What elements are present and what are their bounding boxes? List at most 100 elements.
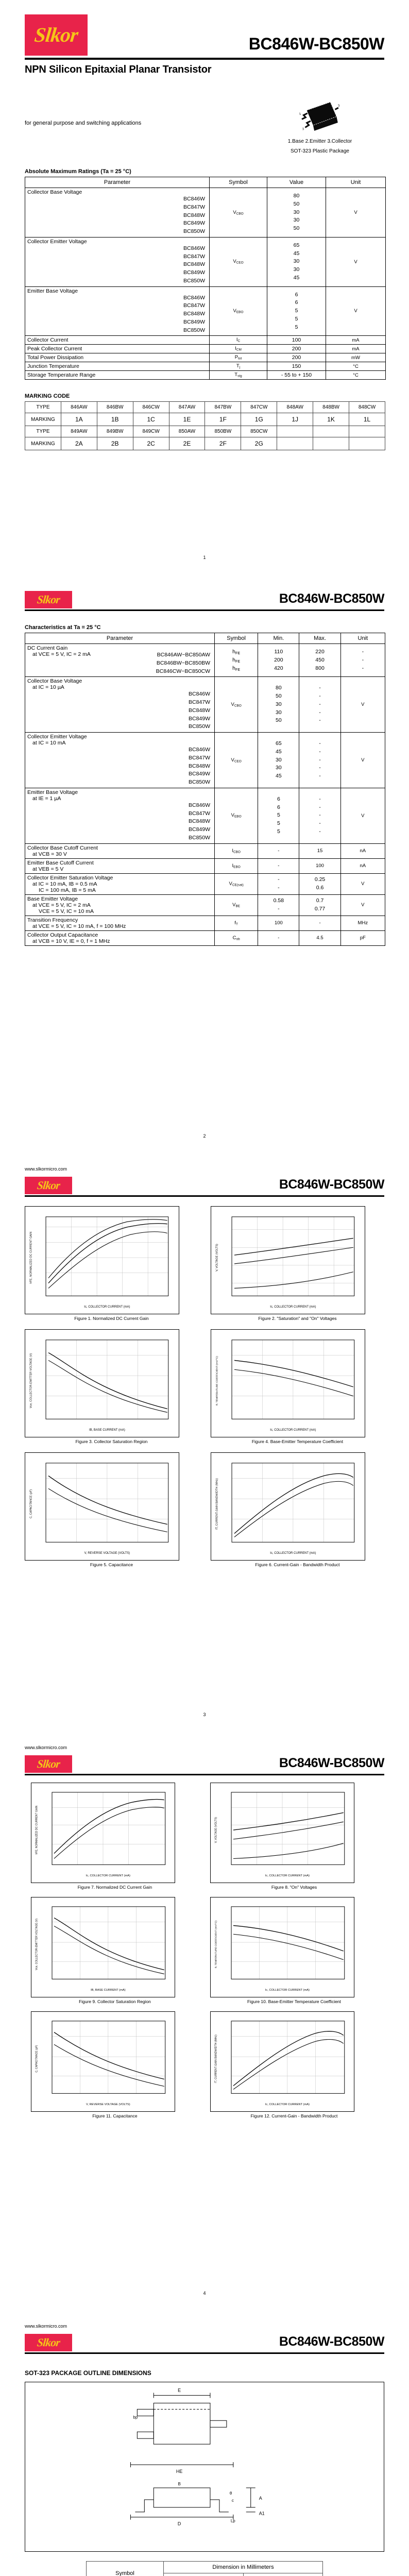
row-condition: at IC = 10 mA	[32, 740, 66, 746]
row-max: - - - - -	[319, 685, 321, 724]
intro-text: for general purpose and switching applic…	[25, 120, 142, 126]
svg-text:Ic, COLLECTOR CURRENT (mA): Ic, COLLECTOR CURRENT (mA)	[270, 1552, 316, 1555]
chart-figure-7: Ic, COLLECTOR CURRENT (mA) hFE, NORMALIZ…	[31, 1783, 199, 1890]
svg-text:Ic, COLLECTOR CURRENT (mA): Ic, COLLECTOR CURRENT (mA)	[270, 1429, 316, 1432]
row-symbol: ICBO	[214, 843, 259, 859]
row-unit: - - -	[362, 649, 364, 671]
page-number: 1	[203, 555, 206, 560]
table-row: Collector Current IC 100 mA	[25, 335, 386, 345]
page-number: 4	[203, 2291, 206, 2296]
row-param-label: Emitter Base Voltage	[27, 287, 78, 294]
row-unit: nA	[340, 858, 386, 874]
row-condition: at VCB = 10 V, IE = 0, f = 1 MHz	[32, 938, 110, 944]
header-divider	[25, 609, 384, 611]
table-row: TYPE 849AW 849BW 849CW 850AW 850BW 850CW	[25, 426, 385, 438]
row-max: 15	[299, 843, 341, 859]
figure-caption: Figure 10. Base-Emitter Temperature Coef…	[247, 1999, 342, 2004]
page-header: Slkor BC846W-BC850W	[0, 2329, 409, 2351]
page-header: Slkor BC846W-BC850W	[0, 579, 409, 608]
chart-figure-5: V, REVERSE VOLTAGE (VOLTS) C, CAPACITANC…	[25, 1452, 198, 1567]
svg-text:c: c	[232, 2498, 234, 2503]
website-url: www.slkormicro.com	[25, 1166, 67, 1172]
row-value: 200	[267, 344, 326, 354]
row-symbol: Tstg	[209, 370, 267, 380]
row-value: 100	[267, 335, 326, 345]
row-values: 6 6 5 5 5	[295, 291, 298, 330]
page-title: BC846W-BC850W	[279, 2334, 385, 2349]
page-number: 2	[203, 1133, 206, 1139]
svg-text:Ic, COLLECTOR CURRENT (mA): Ic, COLLECTOR CURRENT (mA)	[84, 1306, 130, 1309]
row-symbol: fT	[214, 915, 259, 931]
row-param-label: Transition Frequency	[27, 917, 78, 923]
table-row: Emitter Base Cutoff Current at VEB = 5 V…	[25, 858, 386, 874]
row-symbol: VBE	[214, 894, 259, 916]
page-header: Slkor BC846W-BC850W	[0, 0, 409, 56]
row-condition: at VCE = 5 V, IC = 10 mA, f = 100 MHz	[32, 923, 126, 929]
svg-text:C, CAPACITANCE (pF): C, CAPACITANCE (pF)	[29, 1489, 32, 1518]
col-max: Max	[243, 2573, 323, 2576]
svg-text:IB, BASE CURRENT (mA): IB, BASE CURRENT (mA)	[89, 1429, 125, 1432]
outline-dimensions-title: SOT-323 PACKAGE OUTLINE DIMENSIONS	[25, 2369, 151, 2377]
row-unit: V	[340, 873, 386, 895]
chart-plot-area: IB, BASE CURRENT (mA) Vce, COLLECTOR-EMI…	[31, 1897, 175, 1997]
row-max: 0.25 0.6	[314, 876, 326, 891]
table-row: DC Current Gain at VCE = 5 V, IC = 2 mA …	[25, 643, 386, 677]
row-value: 150	[267, 362, 326, 371]
col-value: Value	[267, 177, 326, 188]
chart-plot-area: Ic, COLLECTOR CURRENT (mA) θ, TEMPERATUR…	[210, 1897, 354, 1997]
col-min: Min	[163, 2573, 244, 2576]
svg-text:hFE, NORMALIZED DC CURRENT GAI: hFE, NORMALIZED DC CURRENT GAIN	[29, 1232, 32, 1284]
col-parameter: Parameter	[25, 633, 215, 644]
svg-text:θ, TEMPERATURE COEFFICIENT (mV: θ, TEMPERATURE COEFFICIENT (mV/°C)	[215, 1356, 218, 1405]
col-min: Min.	[258, 633, 300, 644]
slkor-logo: Slkor	[25, 2334, 72, 2351]
header-divider	[25, 1774, 384, 1775]
chart-plot-area: IB, BASE CURRENT (mA) Vce, COLLECTOR-EMI…	[25, 1329, 179, 1437]
package-3d-drawing: 1 2 3	[299, 101, 340, 131]
row-symbol: hFE hFE hFE	[232, 649, 241, 672]
page-1: Slkor BC846W-BC850W NPN Silicon Epitaxia…	[0, 0, 409, 579]
col-symbol: Symbol	[86, 2561, 164, 2576]
characteristics-title: Characteristics at Ta = 25 °C	[25, 624, 101, 631]
chart-figure-10: Ic, COLLECTOR CURRENT (mA) θ, TEMPERATUR…	[210, 1897, 378, 2004]
row-param-label: Collector Emitter Voltage	[27, 734, 87, 740]
row-max: 220 450 800	[315, 649, 325, 671]
row-unit: mA	[326, 335, 386, 345]
row-symbol: VCE(sat)	[214, 873, 259, 895]
svg-text:Vce, COLLECTOR-EMITTER VOLTAGE: Vce, COLLECTOR-EMITTER VOLTAGE (V)	[29, 1353, 32, 1409]
row-param-label: DC Current Gain	[27, 645, 68, 651]
chart-figure-12: Ic, COLLECTOR CURRENT (mA) fT, CURRENT-G…	[210, 2011, 378, 2119]
row-label: MARKING	[25, 437, 61, 451]
svg-text:fT, CURRENT-GAIN BANDWIDTH (MH: fT, CURRENT-GAIN BANDWIDTH (MHz)	[215, 1478, 218, 1530]
col-symbol: Symbol	[209, 177, 267, 188]
row-max: 0.7 0.77	[314, 897, 326, 912]
row-symbol: VCBO	[209, 188, 267, 238]
page-4: www.slkormicro.com Slkor BC846W-BC850W I	[0, 1736, 409, 2314]
svg-text:E: E	[178, 2387, 181, 2393]
row-param-label: Collector Output Capacitance	[27, 931, 98, 938]
svg-text:C, CAPACITANCE (pF): C, CAPACITANCE (pF)	[35, 2045, 38, 2072]
row-max: 4.5	[299, 930, 341, 946]
marking-code-table: TYPE 846AW 846BW 846CW 847AW 847BW 847CW…	[25, 401, 385, 451]
chart-plot-area: Ic, COLLECTOR CURRENT (mA) fT, CURRENT-G…	[211, 1452, 365, 1561]
row-symbol: VCEO	[209, 236, 267, 287]
row-symbol: Cob	[214, 930, 259, 946]
row-min: - -	[278, 876, 280, 891]
dimension-table: Symbol Dimension in Millimeters Min Max …	[86, 2561, 323, 2576]
row-min: 6 6 5 5 5	[277, 795, 280, 835]
row-label: TYPE	[25, 426, 61, 438]
table-row: Collector Output Capacitance at VCB = 10…	[25, 930, 386, 946]
table-row: Total Power Dissipation Ptot 200 mW	[25, 353, 386, 363]
row-value: 200	[267, 353, 326, 363]
figure-caption: Figure 2. "Saturation" and "On" Voltages	[258, 1316, 337, 1321]
logo-text: Slkor	[36, 1179, 61, 1192]
svg-text:V, REVERSE VOLTAGE (VOLTS): V, REVERSE VOLTAGE (VOLTS)	[84, 1552, 130, 1555]
row-unit: mA	[326, 344, 386, 354]
row-condition-2: VCE = 5 V, IC = 10 mA	[39, 908, 94, 914]
website-url: www.slkormicro.com	[25, 1745, 67, 1750]
svg-text:θ, TEMPERATURE COEFFICIENT (mV: θ, TEMPERATURE COEFFICIENT (mV/°C)	[214, 1921, 217, 1968]
row-param-label: Collector Emitter Saturation Voltage	[27, 874, 113, 881]
svg-text:Ic, COLLECTOR CURRENT (mA): Ic, COLLECTOR CURRENT (mA)	[265, 2103, 310, 2106]
col-parameter: Parameter	[25, 177, 210, 188]
page-title: BC846W-BC850W	[248, 35, 385, 53]
